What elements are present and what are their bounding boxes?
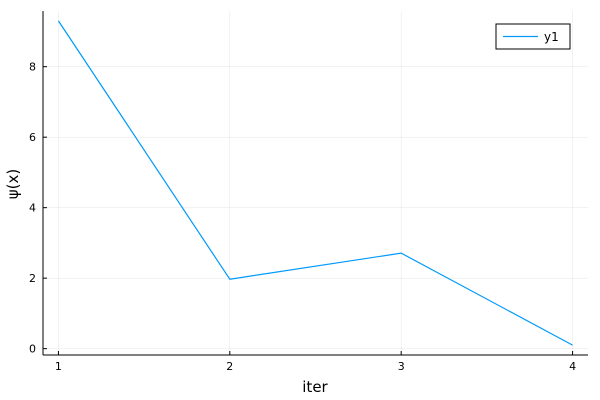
x-tick-label: 2: [226, 360, 233, 373]
y-ticks: 0 2 4 6 8: [29, 61, 47, 356]
grid-lines: [43, 11, 588, 355]
y-tick-label: 0: [29, 343, 36, 356]
x-tick-label: 3: [398, 360, 405, 373]
y-tick-label: 6: [29, 131, 36, 144]
y-tick-label: 8: [29, 61, 36, 74]
axes: [42, 11, 588, 356]
y-tick-label: 4: [29, 202, 36, 215]
series-lines: [57, 20, 573, 346]
y-tick-label: 2: [29, 272, 36, 285]
legend: y1: [495, 23, 571, 50]
x-tick-label: 1: [55, 360, 62, 373]
legend-label-y1: y1: [544, 30, 559, 44]
x-ticks: 1 2 3 4: [55, 351, 576, 373]
series-line-y1: [57, 20, 573, 346]
x-axis-title: iter: [302, 378, 328, 396]
x-tick-label: 4: [569, 360, 576, 373]
y-axis-title: ψ(x): [4, 169, 22, 199]
